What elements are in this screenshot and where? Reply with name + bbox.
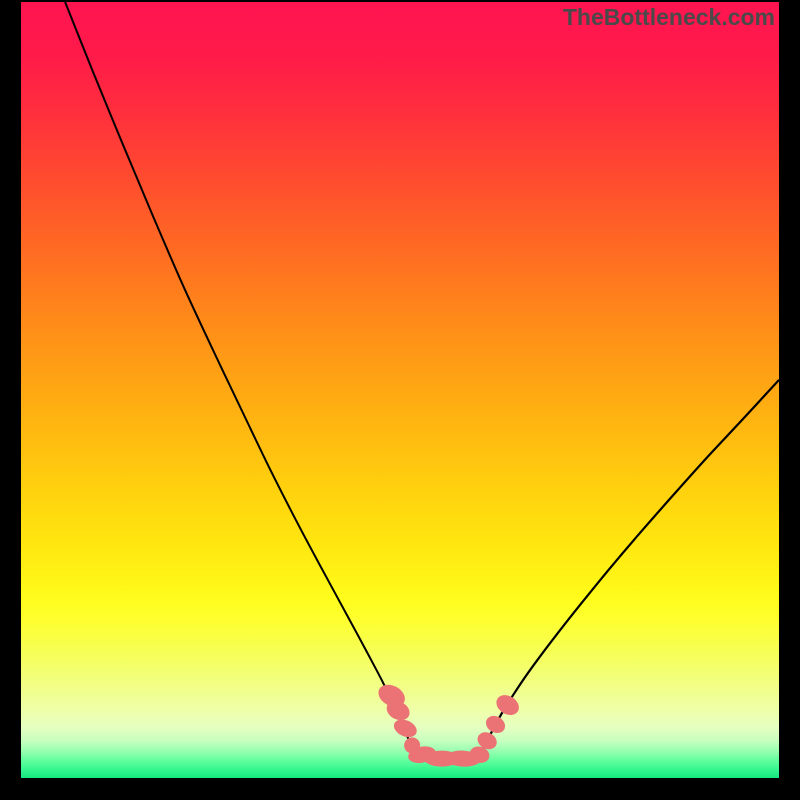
watermark-text: TheBottleneck.com bbox=[563, 4, 775, 31]
plot-area bbox=[21, 2, 779, 778]
gradient-background bbox=[21, 2, 779, 778]
